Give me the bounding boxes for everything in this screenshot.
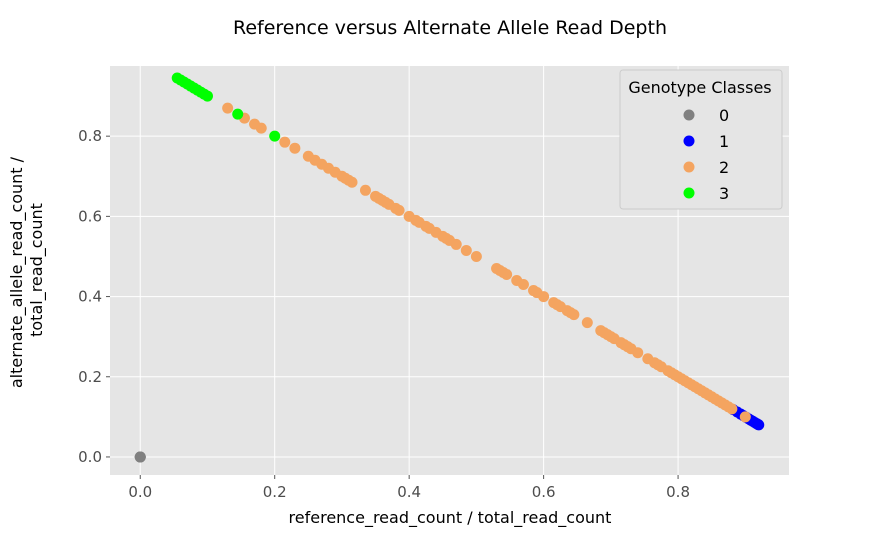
data-point-genotype-2 (279, 136, 291, 148)
data-point-genotype-0 (134, 451, 146, 463)
x-tick-label: 0.6 (532, 483, 556, 501)
x-tick-label: 0.0 (128, 483, 152, 501)
legend-marker-2 (683, 161, 695, 173)
y-tick-label: 0.0 (78, 448, 102, 466)
data-point-genotype-2 (501, 269, 513, 281)
legend-title: Genotype Classes (628, 78, 771, 97)
y-axis-label-line-2: total_read_count (27, 203, 47, 337)
data-point-genotype-3 (232, 108, 244, 120)
legend-entries: 0 1 2 3 (683, 106, 729, 203)
y-tick-label: 0.6 (78, 207, 102, 225)
legend-label-2: 2 (719, 158, 729, 177)
x-axis-label: reference_read_count / total_read_count (289, 508, 612, 528)
data-point-genotype-2 (393, 204, 405, 216)
data-point-genotype-2 (470, 250, 482, 262)
data-points (134, 72, 765, 463)
y-axis-label: alternate_allele_read_count / total_read… (7, 152, 47, 388)
y-tick-label: 0.8 (78, 127, 102, 145)
data-point-genotype-2 (581, 317, 593, 329)
legend-marker-3 (683, 187, 695, 199)
data-point-genotype-2 (255, 122, 267, 134)
data-point-genotype-2 (517, 279, 529, 291)
y-tick-label: 0.4 (78, 288, 102, 306)
data-point-genotype-2 (739, 411, 751, 423)
data-point-genotype-2 (460, 244, 472, 256)
legend-marker-1 (683, 135, 695, 147)
legend-label-1: 1 (719, 132, 729, 151)
legend: Genotype Classes 0 1 2 3 (619, 69, 783, 210)
data-point-genotype-2 (726, 403, 738, 415)
legend-marker-0 (683, 109, 695, 121)
legend-box (619, 69, 783, 210)
y-tick-labels: 0.0 0.2 0.4 0.6 0.8 (78, 127, 102, 466)
x-tick-label: 0.4 (397, 483, 421, 501)
data-point-genotype-2 (346, 176, 358, 188)
data-point-genotype-1 (753, 419, 765, 431)
data-point-genotype-2 (359, 184, 371, 196)
data-point-genotype-2 (450, 238, 462, 250)
x-tick-labels: 0.0 0.2 0.4 0.6 0.8 (128, 483, 690, 501)
x-tick-label: 0.8 (666, 483, 690, 501)
data-point-genotype-2 (538, 291, 550, 303)
data-point-genotype-3 (269, 130, 281, 142)
x-tick-label: 0.2 (263, 483, 287, 501)
y-tick-label: 0.2 (78, 368, 102, 386)
y-axis-label-line-1: alternate_allele_read_count / (7, 156, 27, 388)
data-point-genotype-2 (632, 347, 644, 359)
data-point-genotype-2 (222, 102, 234, 114)
legend-label-0: 0 (719, 106, 729, 125)
legend-label-3: 3 (719, 184, 729, 203)
chart-title: Reference versus Alternate Allele Read D… (233, 17, 667, 39)
data-point-genotype-2 (568, 309, 580, 321)
data-point-genotype-2 (289, 142, 301, 154)
data-point-genotype-3 (201, 90, 213, 102)
